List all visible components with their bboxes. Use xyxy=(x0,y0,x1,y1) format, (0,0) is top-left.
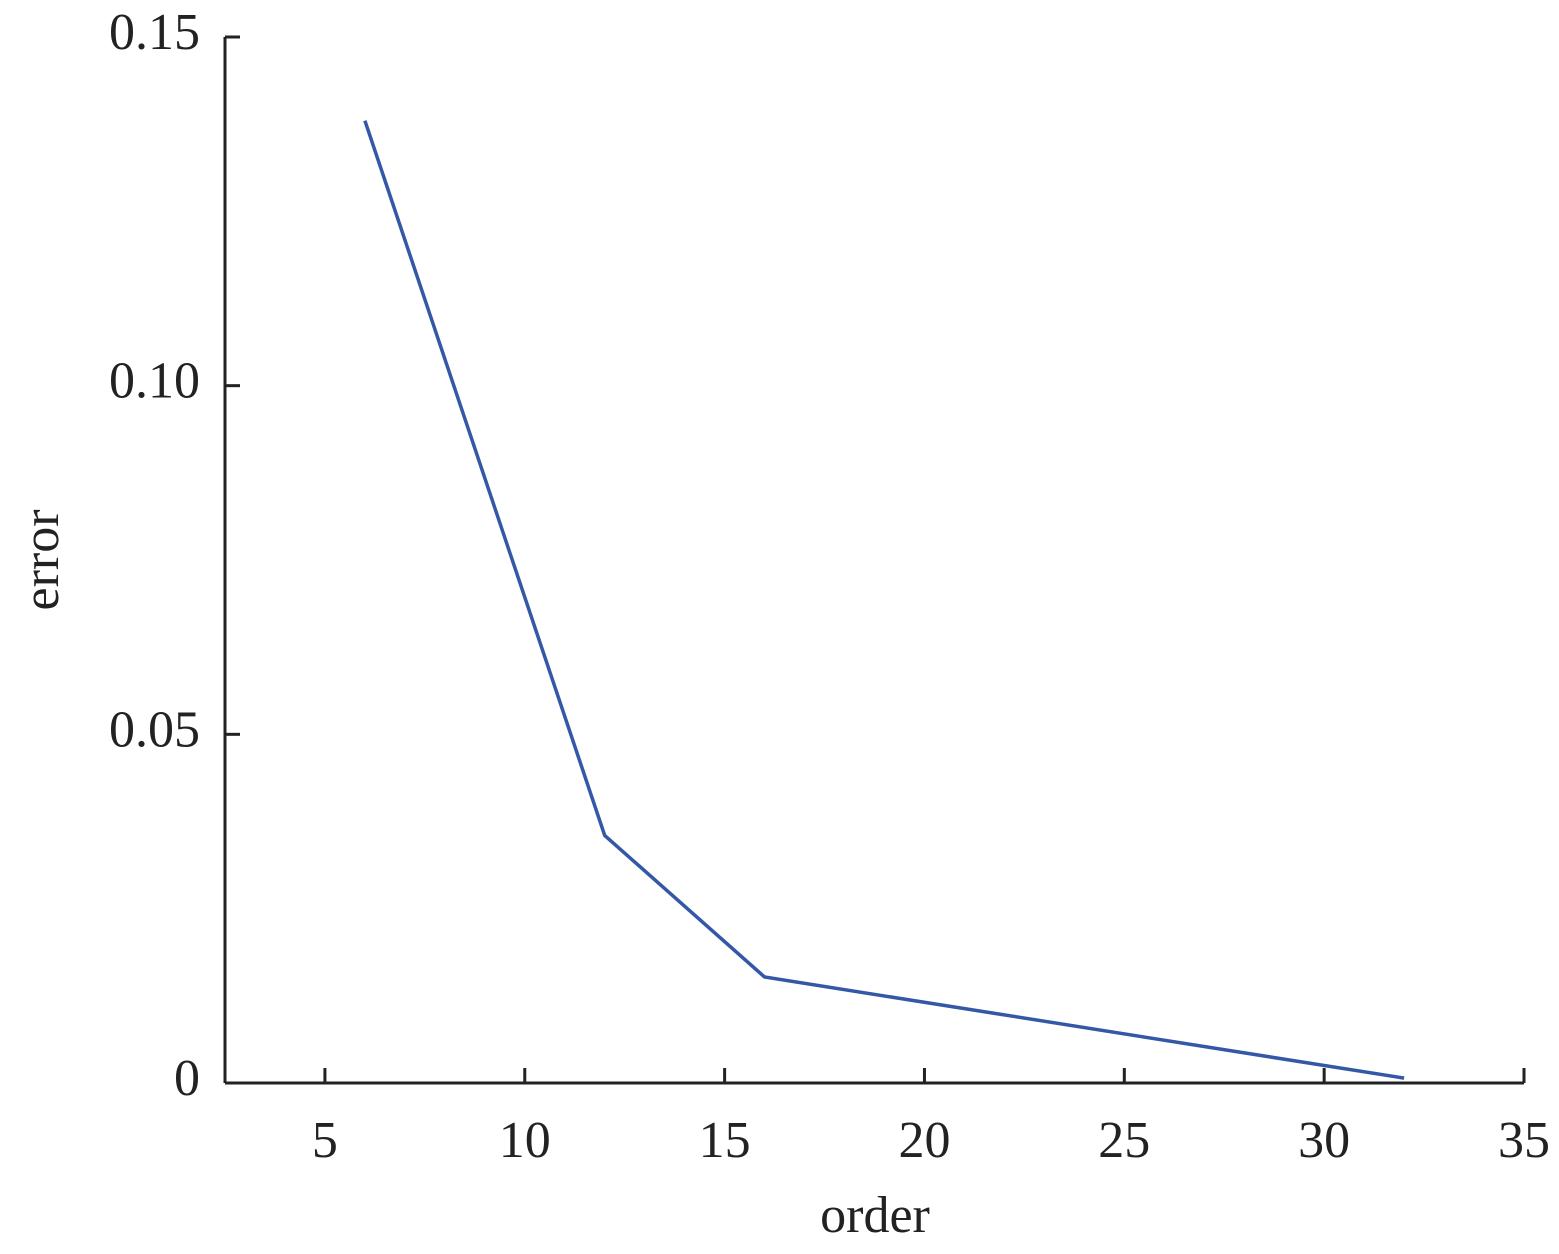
x-tick-label: 15 xyxy=(699,1112,751,1169)
y-tick-label: 0.15 xyxy=(109,4,200,61)
data-line xyxy=(363,120,1405,1080)
x-tick-label: 10 xyxy=(499,1112,551,1169)
x-tick-label: 5 xyxy=(312,1112,338,1169)
y-axis-label: error xyxy=(13,509,70,610)
y-tick-label: 0.05 xyxy=(109,701,200,758)
y-tick-label: 0.10 xyxy=(109,353,200,410)
x-tick-label: 35 xyxy=(1498,1112,1550,1169)
x-axis-label: order xyxy=(820,1187,930,1244)
x-tick-label: 20 xyxy=(898,1112,950,1169)
y-tick-label: 0 xyxy=(174,1050,200,1107)
x-tick-label: 30 xyxy=(1298,1112,1350,1169)
x-tick-label: 25 xyxy=(1098,1112,1150,1169)
